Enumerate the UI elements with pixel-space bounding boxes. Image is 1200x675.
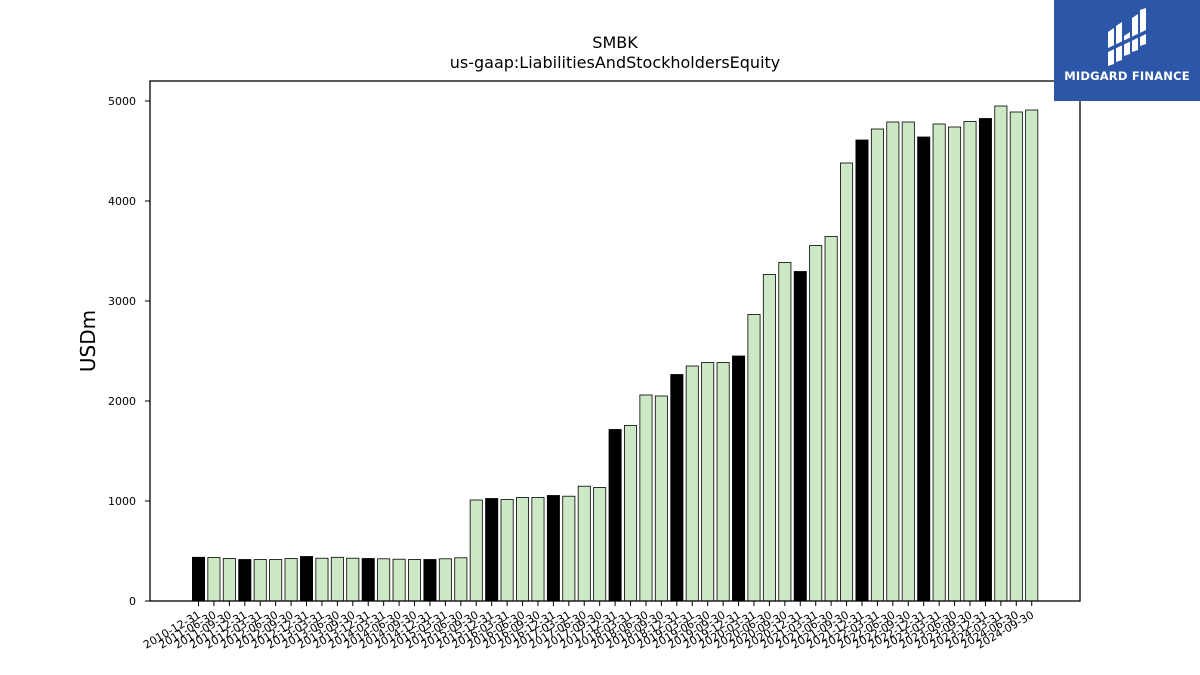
bar-2015-06-30 bbox=[454, 557, 468, 602]
bar-2017-09-30 bbox=[593, 487, 607, 602]
bar-2020-12-31 bbox=[793, 271, 807, 602]
y-tick-label: 0 bbox=[129, 595, 136, 608]
bar-2017-06-30 bbox=[577, 485, 591, 602]
x-axis: 2010-12-312011-06-302011-09-302011-12-31… bbox=[141, 601, 1036, 652]
bar-2013-12-31 bbox=[361, 558, 375, 602]
plot-frame bbox=[149, 80, 1081, 602]
y-tick-label: 1000 bbox=[108, 495, 136, 508]
bar-2019-09-30 bbox=[716, 362, 730, 602]
bar-2014-06-30 bbox=[392, 558, 406, 602]
chart-title: SMBK bbox=[592, 33, 638, 52]
bar-2023-06-30 bbox=[948, 126, 962, 602]
bar-2021-12-31 bbox=[855, 139, 869, 602]
y-tick-label: 2000 bbox=[108, 395, 136, 408]
y-axis: 0 1000 2000 3000 4000 5000 bbox=[108, 95, 150, 608]
bar-2021-09-30 bbox=[840, 162, 854, 602]
bar-2015-03-31 bbox=[438, 558, 452, 602]
bar-2024-06-30 bbox=[1009, 111, 1023, 602]
chart-subtitle: us-gaap:LiabilitiesAndStockholdersEquity bbox=[450, 53, 781, 72]
bar-2020-06-30 bbox=[762, 274, 776, 602]
bar-2023-09-30 bbox=[963, 121, 977, 602]
bar-2020-09-30 bbox=[778, 262, 792, 602]
bar-2013-03-31 bbox=[315, 557, 329, 602]
bar-2014-12-31 bbox=[423, 559, 437, 602]
bar-2016-09-30 bbox=[531, 497, 545, 602]
bar-2022-03-31 bbox=[870, 128, 884, 602]
bar-2015-12-31 bbox=[485, 498, 499, 602]
bar-2018-06-30 bbox=[639, 394, 653, 602]
bar-2012-12-31 bbox=[300, 556, 314, 602]
bar-2010-12-31 bbox=[191, 556, 205, 602]
bar-2011-12-31 bbox=[238, 559, 252, 602]
bar-2022-09-30 bbox=[901, 121, 915, 602]
logo-text: MIDGARD FINANCE bbox=[1064, 69, 1190, 83]
y-tick-label: 4000 bbox=[108, 195, 136, 208]
bar-2014-09-30 bbox=[408, 559, 422, 602]
bar-2024-09-30 bbox=[1025, 109, 1039, 602]
company-logo: MIDGARD FINANCE bbox=[1054, 0, 1200, 101]
y-tick-label: 5000 bbox=[108, 95, 136, 108]
bar-2011-06-30 bbox=[207, 557, 221, 602]
bar-2016-06-30 bbox=[516, 497, 530, 602]
bar-2023-12-31 bbox=[978, 118, 992, 602]
y-tick-label: 3000 bbox=[108, 295, 136, 308]
bar-2016-03-31 bbox=[500, 499, 514, 602]
midgard-logo-icon bbox=[1108, 8, 1146, 66]
bar-2019-06-30 bbox=[701, 362, 715, 602]
bars-group bbox=[191, 105, 1039, 602]
bar-2012-09-30 bbox=[284, 558, 298, 602]
bar-2018-03-31 bbox=[624, 425, 638, 602]
bar-2013-06-30 bbox=[330, 556, 344, 602]
bar-2017-03-31 bbox=[562, 495, 576, 602]
bar-2018-12-31 bbox=[670, 374, 684, 602]
bar-2014-03-31 bbox=[377, 558, 391, 602]
bar-2019-12-31 bbox=[732, 355, 746, 602]
bar-2012-03-31 bbox=[253, 559, 267, 602]
bar-2015-09-30 bbox=[469, 499, 483, 602]
bar-2021-06-30 bbox=[824, 236, 838, 602]
bar-2022-12-31 bbox=[917, 136, 931, 602]
bar-2013-09-30 bbox=[346, 557, 360, 602]
y-axis-label: USDm bbox=[76, 310, 100, 372]
bar-2016-12-31 bbox=[546, 495, 560, 602]
bar-2019-03-31 bbox=[685, 365, 699, 602]
bar-2020-03-31 bbox=[747, 314, 761, 602]
bar-2012-06-30 bbox=[269, 559, 283, 602]
bar-2023-03-31 bbox=[932, 123, 946, 602]
bar-2024-03-31 bbox=[994, 105, 1008, 602]
bar-2017-12-31 bbox=[608, 429, 622, 602]
bar-2011-09-30 bbox=[222, 558, 236, 602]
bar-2021-03-31 bbox=[809, 245, 823, 602]
bar-2018-09-30 bbox=[654, 395, 668, 602]
bar-2022-06-30 bbox=[886, 121, 900, 602]
